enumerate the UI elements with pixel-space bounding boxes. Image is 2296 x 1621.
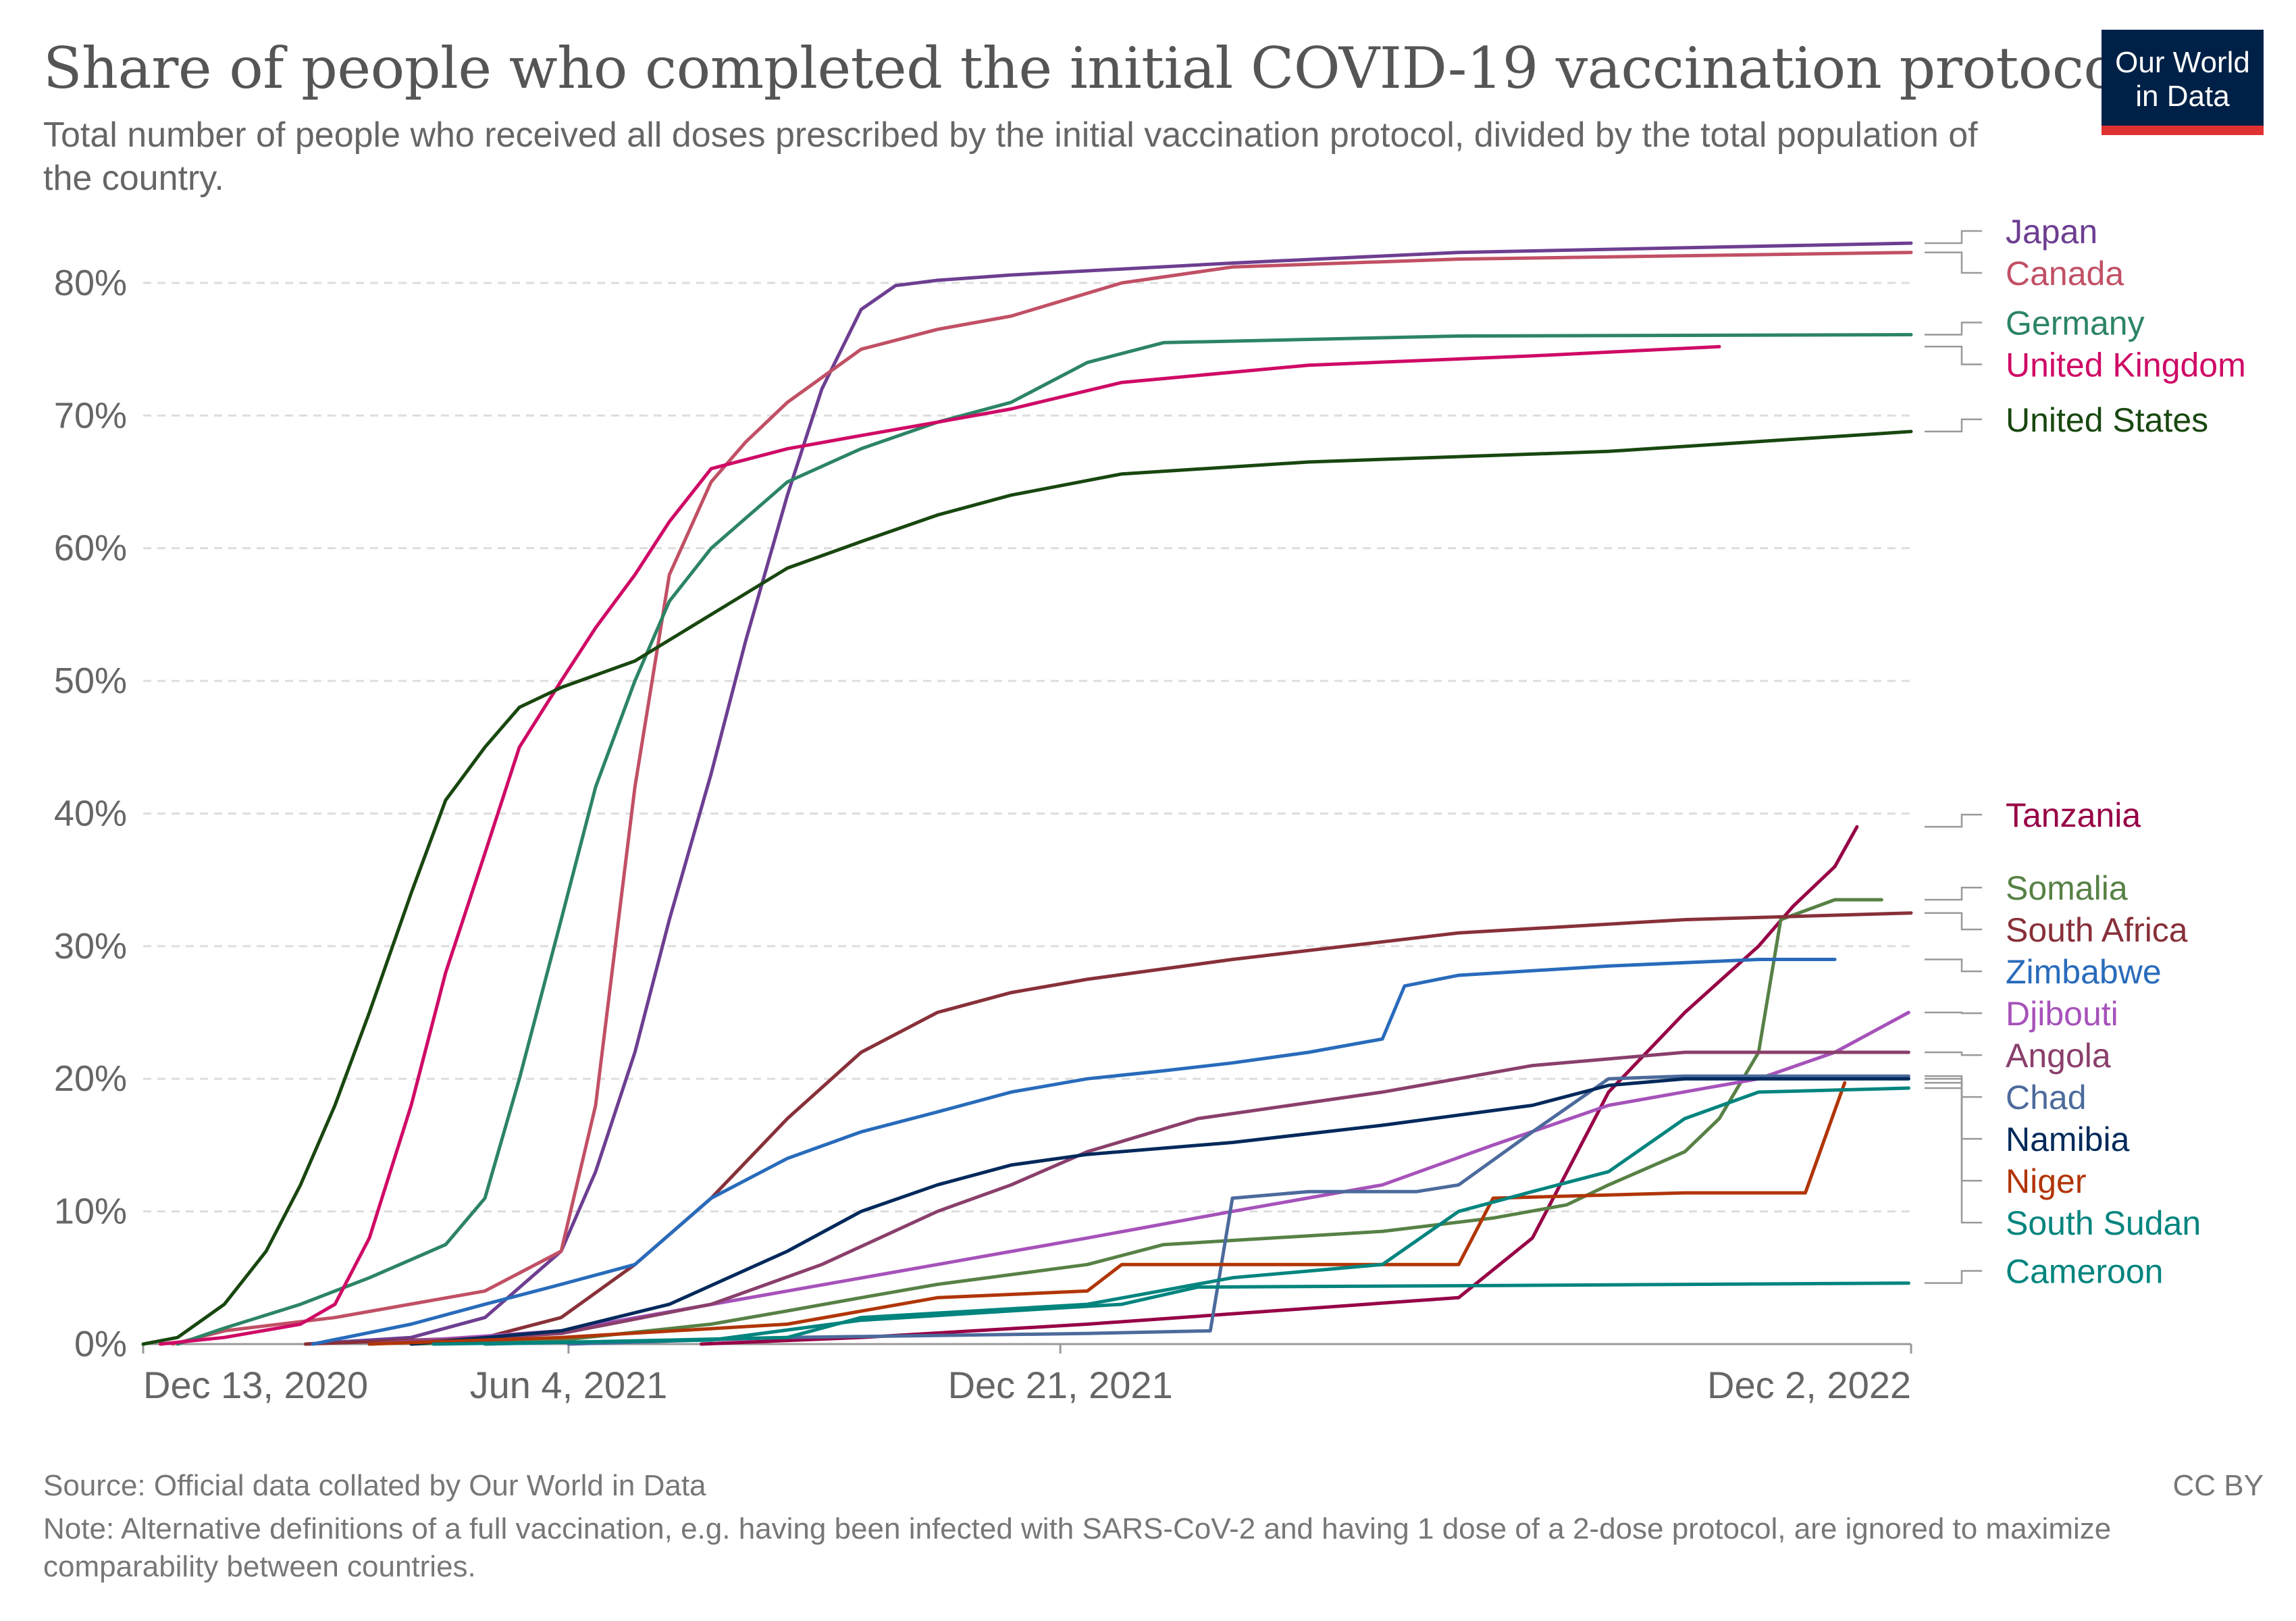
owid-logo[interactable]: Our World in Data [2102, 30, 2264, 135]
connector-south-africa [1925, 912, 1982, 931]
y-tick-label: 70% [54, 395, 127, 436]
series-label-tanzania: Tanzania [2006, 796, 2141, 834]
series-line-united-states [141, 430, 1913, 1346]
y-tick-label: 10% [54, 1191, 127, 1232]
connector-japan [1925, 230, 1982, 245]
series-line-djibouti [367, 1010, 1910, 1346]
label-connectors [1925, 230, 1982, 1284]
series-line-angola [367, 1050, 1910, 1346]
y-tick-label: 0% [74, 1324, 127, 1364]
series-label-angola: Angola [2006, 1037, 2111, 1075]
footnote: Note: Alternative definitions of a full … [43, 1512, 2112, 1583]
series-line-south-africa [303, 911, 1913, 1346]
gridlines [143, 282, 1911, 1213]
y-tick-label: 60% [54, 528, 127, 569]
connector-canada [1925, 251, 1982, 274]
series-line-canada [171, 251, 1913, 1346]
x-tick-label: Dec 13, 2020 [143, 1364, 368, 1406]
series-label-south-sudan: South Sudan [2006, 1204, 2201, 1242]
series-line-namibia [409, 1077, 1910, 1346]
logo-line-1: Our World [2115, 46, 2250, 79]
series-label-canada: Canada [2006, 255, 2124, 292]
connector-djibouti [1925, 1011, 1982, 1014]
series-line-germany [176, 333, 1913, 1346]
series-label-chad: Chad [2006, 1079, 2087, 1116]
connector-cameroon [1925, 1270, 1982, 1284]
connector-united-states [1925, 418, 1982, 433]
x-tick-label: Dec 21, 2021 [948, 1364, 1173, 1406]
series-label-somalia: Somalia [2006, 869, 2128, 907]
connector-angola [1925, 1051, 1982, 1056]
source-note: Source: Official data collated by Our Wo… [43, 1469, 706, 1502]
y-tick-label: 20% [54, 1058, 127, 1099]
y-tick-label: 40% [54, 793, 127, 833]
series-lines [141, 241, 1913, 1346]
connector-zimbabwe [1925, 958, 1982, 973]
series-line-chad [567, 1074, 1910, 1346]
connector-south-sudan [1925, 1087, 1982, 1224]
connector-germany [1925, 321, 1982, 336]
series-label-djibouti: Djibouti [2006, 995, 2118, 1033]
series-line-japan [303, 241, 1913, 1346]
connector-united-kingdom [1925, 345, 1982, 365]
y-axis-ticks: 0% 10% 20% 30% 40% 50% 60% 70% 80% [54, 263, 127, 1364]
series-label-germany: Germany [2006, 305, 2145, 342]
logo-accent-bar [2102, 126, 2264, 135]
series-label-cameroon: Cameroon [2006, 1253, 2163, 1291]
logo-line-2: in Data [2135, 80, 2230, 113]
x-axis: Dec 13, 2020 Jun 4, 2021 Dec 21, 2021 Dec 2… [142, 1343, 1912, 1406]
series-label-united-states: United States [2006, 401, 2208, 439]
y-tick-label: 80% [54, 263, 127, 303]
series-line-niger [367, 1081, 1847, 1346]
series-label-niger: Niger [2006, 1162, 2086, 1200]
series-line-somalia [409, 898, 1883, 1346]
connector-tanzania [1925, 813, 1982, 828]
license-link[interactable]: CC BY [2172, 1469, 2264, 1502]
y-tick-label: 50% [54, 661, 127, 701]
series-label-zimbabwe: Zimbabwe [2006, 953, 2162, 991]
series-label-south-africa: South Africa [2006, 911, 2188, 949]
series-label-united-kingdom: United Kingdom [2006, 346, 2246, 384]
chart-subtitle: Total number of people who received all … [43, 115, 1978, 198]
series-line-tanzania [700, 825, 1859, 1346]
series-label-namibia: Namibia [2006, 1121, 2130, 1158]
chart-title: Share of people who completed the initia… [43, 35, 2135, 101]
series-line-zimbabwe [311, 958, 1837, 1346]
series-labels: Japan Canada Germany United Kingdom United S… [2006, 213, 2246, 1291]
x-tick-label: Jun 4, 2021 [470, 1364, 668, 1406]
y-tick-label: 30% [54, 926, 127, 967]
series-label-japan: Japan [2006, 213, 2097, 251]
x-tick-label: Dec 2, 2022 [1707, 1364, 1911, 1406]
series-line-cameroon [432, 1281, 1910, 1346]
connector-somalia [1925, 886, 1982, 901]
series-line-united-kingdom [159, 344, 1721, 1346]
